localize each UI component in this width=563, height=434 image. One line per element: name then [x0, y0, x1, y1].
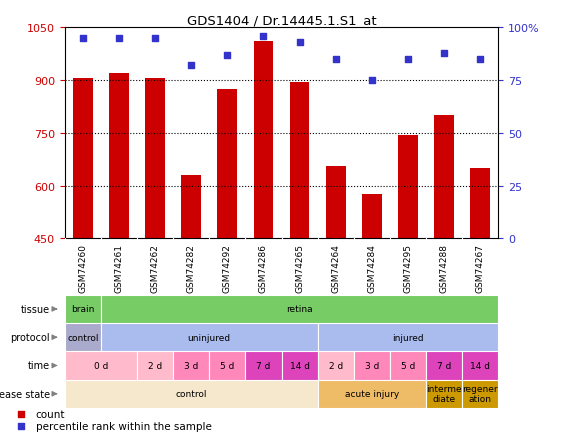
Text: 2 d: 2 d: [148, 361, 162, 370]
Point: [440, 50, 449, 57]
Bar: [217, 89, 237, 239]
Text: uninjured: uninjured: [187, 333, 231, 342]
Bar: [209, 352, 245, 380]
Bar: [426, 380, 462, 408]
Point: [114, 35, 123, 42]
Bar: [462, 352, 498, 380]
Text: GSM74286: GSM74286: [259, 243, 268, 292]
Text: 5 d: 5 d: [401, 361, 415, 370]
Bar: [282, 352, 318, 380]
Bar: [253, 42, 274, 239]
Text: injured: injured: [392, 333, 424, 342]
Bar: [245, 352, 282, 380]
Bar: [145, 79, 165, 239]
Text: GSM74284: GSM74284: [367, 243, 376, 292]
Text: 2 d: 2 d: [329, 361, 343, 370]
Text: interme
diate: interme diate: [426, 385, 462, 403]
Bar: [65, 380, 318, 408]
Bar: [65, 295, 101, 323]
Bar: [65, 323, 101, 352]
Text: GSM74295: GSM74295: [404, 243, 413, 292]
Bar: [173, 352, 209, 380]
Bar: [470, 168, 490, 239]
Text: 3 d: 3 d: [184, 361, 198, 370]
Text: GSM74262: GSM74262: [150, 243, 159, 292]
Point: [78, 35, 87, 42]
Text: 14 d: 14 d: [289, 361, 310, 370]
Bar: [326, 167, 346, 239]
Bar: [318, 352, 354, 380]
Text: percentile rank within the sample: percentile rank within the sample: [35, 421, 212, 431]
Bar: [73, 79, 93, 239]
Text: GSM74260: GSM74260: [78, 243, 87, 292]
Bar: [289, 82, 310, 239]
Point: [476, 56, 485, 63]
Text: count: count: [35, 409, 65, 419]
Point: [367, 77, 376, 84]
Bar: [354, 352, 390, 380]
Text: GSM74292: GSM74292: [223, 243, 232, 292]
Bar: [65, 352, 137, 380]
Text: GSM74264: GSM74264: [331, 243, 340, 292]
Bar: [318, 380, 426, 408]
Bar: [137, 352, 173, 380]
Point: [259, 33, 268, 40]
Bar: [318, 323, 498, 352]
Text: 5 d: 5 d: [220, 361, 235, 370]
Text: tissue: tissue: [21, 304, 50, 314]
Bar: [398, 135, 418, 239]
Text: GSM74267: GSM74267: [476, 243, 485, 292]
Text: 7 d: 7 d: [437, 361, 452, 370]
Title: GDS1404 / Dr.14445.1.S1_at: GDS1404 / Dr.14445.1.S1_at: [187, 14, 376, 27]
Text: protocol: protocol: [10, 332, 50, 342]
Bar: [362, 195, 382, 239]
Text: acute injury: acute injury: [345, 389, 399, 398]
Bar: [434, 116, 454, 239]
Bar: [390, 352, 426, 380]
Bar: [101, 323, 318, 352]
Point: [331, 56, 340, 63]
Bar: [109, 74, 129, 239]
Point: [404, 56, 413, 63]
Text: 14 d: 14 d: [470, 361, 490, 370]
Point: [295, 39, 304, 46]
Text: 3 d: 3 d: [365, 361, 379, 370]
Point: [150, 35, 159, 42]
Text: GSM74261: GSM74261: [114, 243, 123, 292]
Text: control: control: [176, 389, 207, 398]
Text: brain: brain: [71, 305, 95, 314]
Text: retina: retina: [286, 305, 313, 314]
Point: [16, 411, 25, 418]
Bar: [181, 175, 201, 239]
Text: time: time: [28, 361, 50, 371]
Text: GSM74288: GSM74288: [440, 243, 449, 292]
Text: 7 d: 7 d: [256, 361, 271, 370]
Bar: [462, 380, 498, 408]
Text: GSM74282: GSM74282: [187, 243, 196, 292]
Point: [223, 52, 232, 59]
Point: [16, 422, 25, 429]
Text: GSM74265: GSM74265: [295, 243, 304, 292]
Point: [187, 62, 196, 69]
Text: disease state: disease state: [0, 389, 50, 399]
Text: control: control: [67, 333, 99, 342]
Text: 0 d: 0 d: [93, 361, 108, 370]
Text: regener
ation: regener ation: [462, 385, 498, 403]
Bar: [426, 352, 462, 380]
